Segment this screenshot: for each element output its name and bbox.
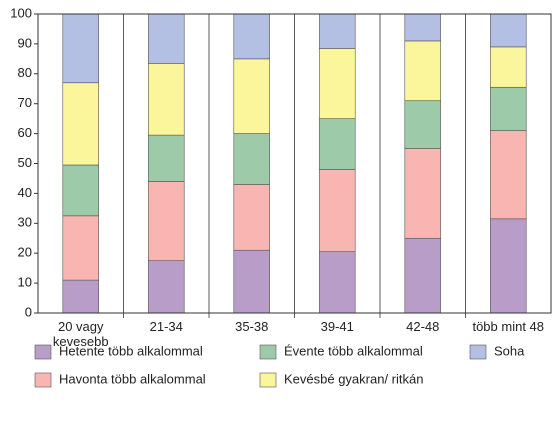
bar-segment <box>147 63 185 136</box>
bar-segment <box>318 13 356 49</box>
legend-swatch <box>34 344 52 360</box>
bar-segment <box>489 46 527 88</box>
y-tick-label: 50 <box>18 155 32 170</box>
legend-label: Soha <box>494 343 525 358</box>
y-tick-label: 0 <box>25 304 32 319</box>
bar-segment <box>318 169 356 253</box>
x-tick-label: 35-38 <box>235 319 269 334</box>
bar-segment <box>147 260 185 314</box>
y-tick-label: 40 <box>18 185 32 200</box>
bar-segment <box>147 181 185 261</box>
bar-segment <box>404 237 442 314</box>
plot-frame <box>37 13 552 314</box>
bar-segment <box>489 13 527 48</box>
bar-segment <box>318 251 356 314</box>
y-tick-label: 10 <box>18 275 32 290</box>
bar-segment <box>318 48 356 119</box>
bar-segment <box>489 130 527 220</box>
legend-swatch <box>469 344 487 360</box>
legend-label: Kevésbé gyakran/ ritkán <box>284 371 423 386</box>
bar-segment <box>62 82 100 166</box>
y-tick-label: 60 <box>18 125 32 140</box>
bar-segment <box>147 134 185 182</box>
y-tick-label: 80 <box>18 65 32 80</box>
y-tick-label: 100 <box>10 5 32 20</box>
bar-segment <box>233 58 271 134</box>
x-tick-label: 42-48 <box>406 319 440 334</box>
y-tick-label: 20 <box>18 245 32 260</box>
legend-swatch <box>259 372 277 388</box>
legend-label: Évente több alkalommal <box>284 343 423 358</box>
bar-segment <box>62 164 100 217</box>
bar-segment <box>62 13 100 84</box>
bar-segment <box>233 13 271 60</box>
bar-segment <box>62 279 100 314</box>
y-tick-label: 70 <box>18 95 32 110</box>
bar-segment <box>318 118 356 170</box>
x-tick-label: 20 vagy kevesebb <box>52 319 109 349</box>
x-tick-label: több mint 48 <box>472 319 545 334</box>
bar-segment <box>147 13 185 64</box>
bar-segment <box>404 13 442 42</box>
bar-segment <box>62 215 100 281</box>
bar-segment <box>233 249 271 314</box>
legend-swatch <box>34 372 52 388</box>
x-tick-label: 21-34 <box>149 319 183 334</box>
bar-segment <box>404 40 442 102</box>
x-tick-label: 39-41 <box>320 319 354 334</box>
legend-label: Havonta több alkalommal <box>59 371 206 386</box>
bar-segment <box>489 86 527 131</box>
bar-segment <box>404 148 442 239</box>
bar-segment <box>233 133 271 185</box>
y-tick-label: 30 <box>18 215 32 230</box>
bar-segment <box>489 218 527 314</box>
y-tick-label: 90 <box>18 35 32 50</box>
bar-segment <box>404 100 442 149</box>
legend-label: Hetente több alkalommal <box>59 343 203 358</box>
bar-segment <box>233 184 271 251</box>
legend-swatch <box>259 344 277 360</box>
